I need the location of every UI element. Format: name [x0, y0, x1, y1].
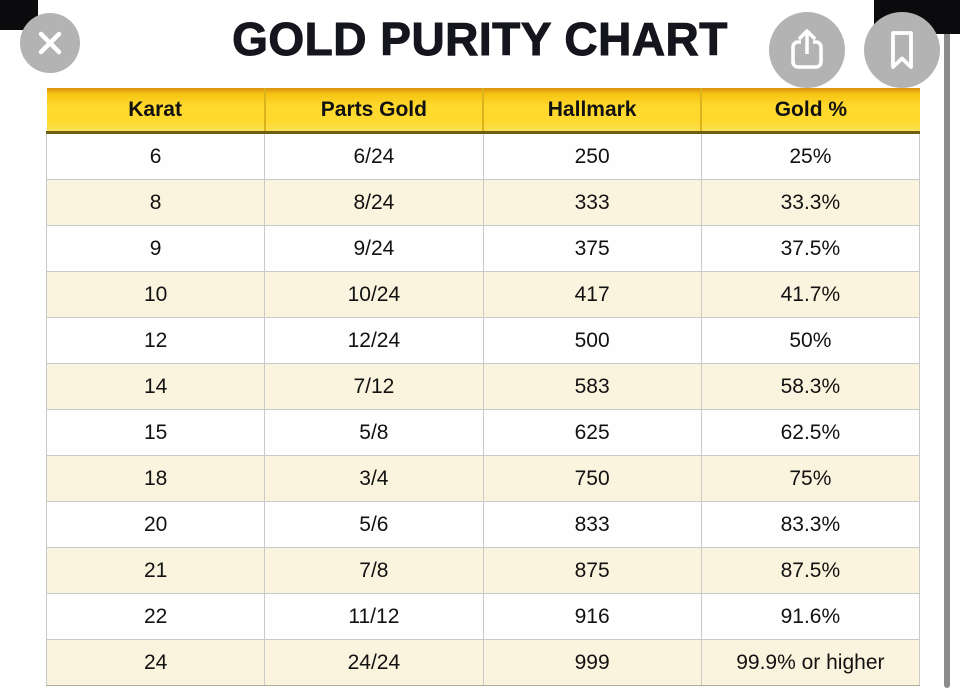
table-cell: 9/24: [264, 225, 484, 272]
table-cell: 5/6: [264, 501, 484, 548]
table-cell: 41.7%: [700, 271, 921, 318]
table-cell: 91.6%: [700, 593, 921, 640]
table-cell: 99.9% or higher: [700, 639, 921, 686]
table-cell: 500: [482, 317, 702, 364]
table-row: 21 7/8 875 87.5%: [45, 547, 921, 594]
share-icon: [791, 29, 823, 69]
table-row: 24 24/24 999 99.9% or higher: [45, 639, 921, 686]
table-cell: 83.3%: [700, 501, 921, 548]
table-cell: 583: [482, 363, 702, 410]
gold-purity-table-container: Karat Parts Gold Hallmark Gold % 6 6/24 25…: [45, 88, 921, 686]
table-cell: 50%: [700, 317, 921, 364]
table-header: Karat Parts Gold Hallmark Gold %: [46, 88, 920, 134]
table-cell: 62.5%: [700, 409, 921, 456]
column-header-gold-pct: Gold %: [700, 88, 920, 134]
table-cell: 333: [482, 179, 702, 226]
gold-purity-table: Karat Parts Gold Hallmark Gold % 6 6/24 25…: [45, 88, 921, 686]
table-cell: 999: [482, 639, 702, 686]
column-header-parts-gold: Parts Gold: [263, 88, 483, 134]
table-cell: 14: [45, 363, 266, 410]
table-cell: 750: [482, 455, 702, 502]
table-cell: 75%: [700, 455, 921, 502]
table-cell: 6: [45, 132, 266, 180]
table-cell: 25%: [700, 132, 921, 180]
table-row: 10 10/24 417 41.7%: [45, 271, 921, 318]
close-button[interactable]: [20, 13, 80, 73]
page-title: GOLD PURITY CHART: [232, 13, 728, 66]
table-cell: 8: [45, 179, 266, 226]
table-cell: 833: [482, 501, 702, 548]
close-icon: [38, 31, 62, 55]
table-cell: 20: [45, 501, 266, 548]
share-button[interactable]: [769, 12, 845, 88]
column-header-karat: Karat: [46, 88, 265, 134]
table-cell: 24: [45, 639, 266, 686]
table-cell: 24/24: [264, 639, 484, 686]
column-header-hallmark: Hallmark: [481, 88, 702, 134]
table-cell: 625: [482, 409, 702, 456]
table-row: 15 5/8 625 62.5%: [45, 409, 921, 456]
table-row: 22 11/12 916 91.6%: [45, 593, 921, 640]
table-cell: 7/8: [264, 547, 484, 594]
table-cell: 10: [45, 271, 266, 318]
bookmark-icon: [891, 31, 913, 69]
bookmark-button[interactable]: [864, 12, 940, 88]
table-cell: 875: [482, 547, 702, 594]
table-cell: 58.3%: [700, 363, 921, 410]
table-cell: 12: [45, 317, 266, 364]
table-body: 6 6/24 250 25% 8 8/24 333 33.3% 9 9/24 375 37.5% 10 1…: [45, 132, 921, 686]
table-cell: 18: [45, 455, 266, 502]
table-cell: 22: [45, 593, 266, 640]
scrollbar[interactable]: [944, 8, 950, 688]
table-cell: 33.3%: [700, 179, 921, 226]
table-cell: 417: [482, 271, 702, 318]
table-cell: 250: [482, 132, 702, 180]
table-cell: 6/24: [264, 132, 484, 180]
table-row: 20 5/6 833 83.3%: [45, 501, 921, 548]
table-row: 18 3/4 750 75%: [45, 455, 921, 502]
table-cell: 916: [482, 593, 702, 640]
table-row: 8 8/24 333 33.3%: [45, 179, 921, 226]
table-cell: 15: [45, 409, 266, 456]
table-row: 6 6/24 250 25%: [45, 132, 921, 180]
table-cell: 5/8: [264, 409, 484, 456]
table-header-row: Karat Parts Gold Hallmark Gold %: [46, 88, 920, 134]
table-cell: 8/24: [264, 179, 484, 226]
table-row: 9 9/24 375 37.5%: [45, 225, 921, 272]
table-cell: 3/4: [264, 455, 484, 502]
table-cell: 375: [482, 225, 702, 272]
table-cell: 9: [45, 225, 266, 272]
table-cell: 87.5%: [700, 547, 921, 594]
table-row: 14 7/12 583 58.3%: [45, 363, 921, 410]
table-cell: 12/24: [264, 317, 484, 364]
table-cell: 37.5%: [700, 225, 921, 272]
table-cell: 7/12: [264, 363, 484, 410]
table-cell: 11/12: [264, 593, 484, 640]
table-cell: 10/24: [264, 271, 484, 318]
table-cell: 21: [45, 547, 266, 594]
table-row: 12 12/24 500 50%: [45, 317, 921, 364]
